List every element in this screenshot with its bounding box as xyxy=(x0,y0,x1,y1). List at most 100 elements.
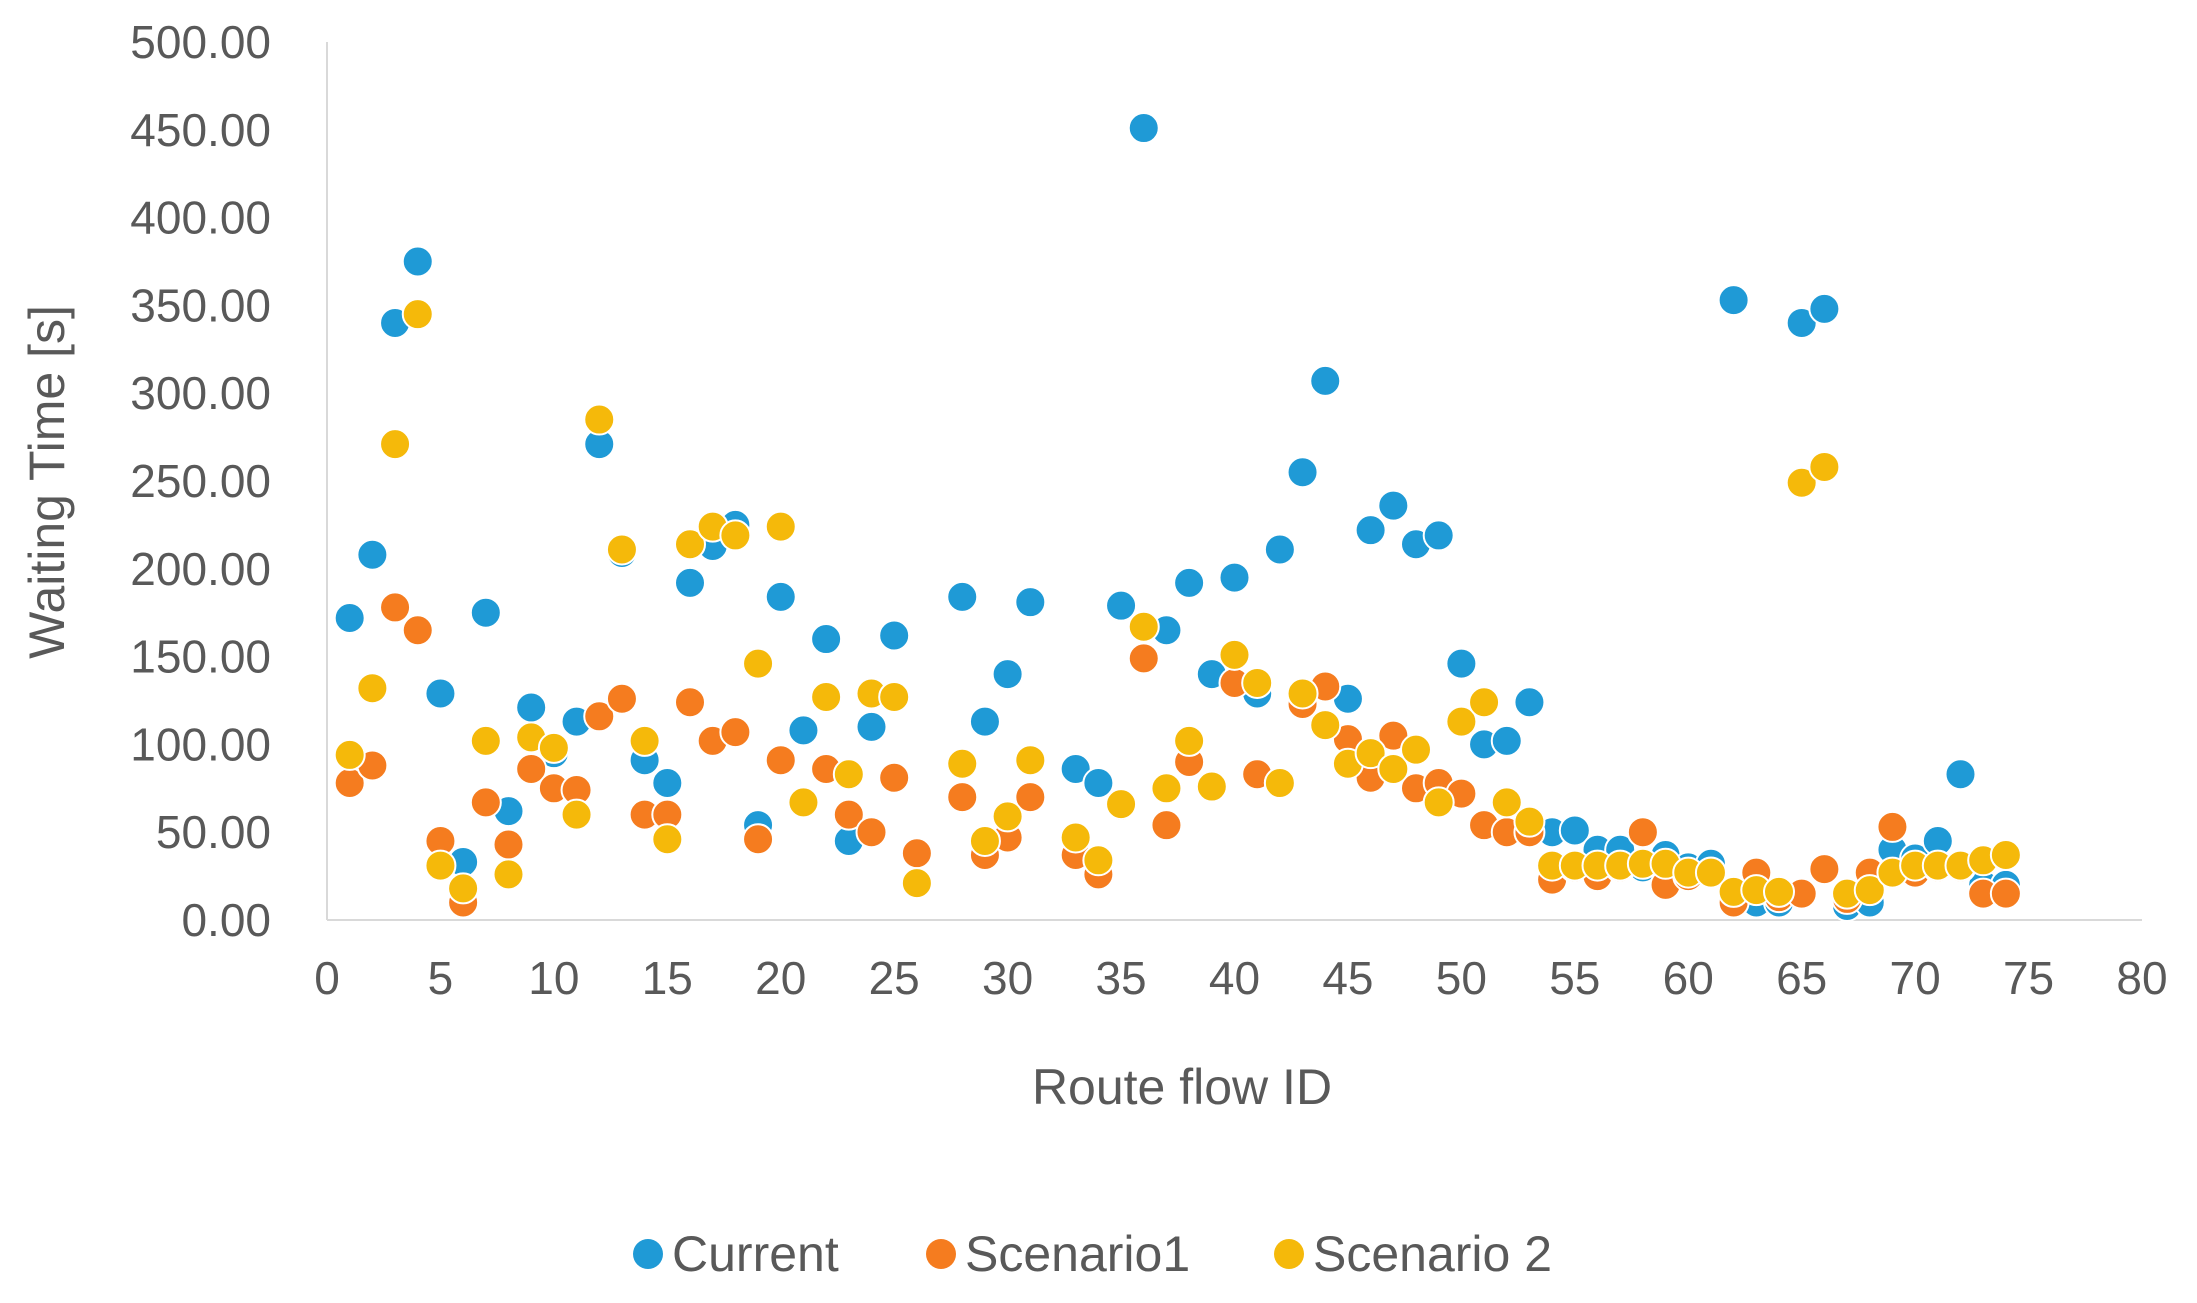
data-point xyxy=(1241,666,1274,699)
x-tick-label: 45 xyxy=(1322,952,1373,1004)
y-axis-title: Waiting Time [s] xyxy=(19,305,75,659)
data-point xyxy=(1422,786,1455,819)
data-point xyxy=(968,824,1001,857)
x-tick-label: 15 xyxy=(642,952,693,1004)
x-tick-label: 55 xyxy=(1549,952,1600,1004)
legend: Current Scenario1 Scenario 2 xyxy=(633,1226,1552,1282)
data-point xyxy=(583,700,616,733)
data-point xyxy=(583,403,616,436)
data-point xyxy=(1558,814,1591,847)
data-point xyxy=(1059,821,1092,854)
y-axis-ticks: 0.00 50.00 100.00 150.00 200.00 250.00 300.00 3… xyxy=(130,16,271,946)
legend-marker xyxy=(1274,1239,1304,1269)
data-point xyxy=(1400,733,1432,766)
data-point xyxy=(1195,770,1228,803)
data-point xyxy=(1127,112,1160,145)
data-point xyxy=(1082,767,1115,800)
data-point xyxy=(560,798,593,831)
data-point xyxy=(1468,686,1501,719)
data-point xyxy=(1785,306,1818,339)
data-point xyxy=(787,786,820,819)
data-point xyxy=(1286,456,1319,489)
data-point xyxy=(991,658,1024,691)
x-tick-label: 35 xyxy=(1095,952,1146,1004)
data-point xyxy=(1694,856,1727,889)
data-point xyxy=(492,828,525,861)
data-point xyxy=(1422,519,1455,552)
data-point xyxy=(787,714,820,747)
data-point xyxy=(1377,752,1410,785)
data-point xyxy=(1445,705,1478,738)
y-tick-label: 0.00 xyxy=(181,894,271,946)
data-point xyxy=(832,758,865,791)
data-point xyxy=(1513,805,1546,838)
data-point xyxy=(991,800,1024,833)
y-tick-label: 350.00 xyxy=(130,279,271,331)
data-point xyxy=(1014,744,1047,777)
data-point xyxy=(878,761,911,794)
x-axis-title: Route flow ID xyxy=(1032,1059,1332,1115)
data-point xyxy=(333,738,366,771)
y-tick-label: 300.00 xyxy=(130,367,271,419)
data-point xyxy=(356,538,389,571)
data-point xyxy=(537,731,570,764)
y-tick-label: 50.00 xyxy=(156,806,271,858)
x-tick-label: 10 xyxy=(528,952,579,1004)
data-point xyxy=(719,716,752,749)
data-point xyxy=(1150,809,1183,842)
data-point xyxy=(1989,839,2022,872)
data-point xyxy=(855,816,888,849)
y-tick-label: 200.00 xyxy=(130,543,271,595)
data-point xyxy=(1513,686,1546,719)
x-tick-label: 30 xyxy=(982,952,1033,1004)
data-point xyxy=(946,781,979,814)
legend-label: Current xyxy=(672,1226,839,1282)
data-point xyxy=(651,823,684,856)
x-tick-label: 0 xyxy=(314,952,340,1004)
data-point xyxy=(1717,284,1750,317)
data-point xyxy=(1490,724,1523,757)
data-point xyxy=(1309,709,1342,742)
data-point xyxy=(674,686,706,719)
data-point xyxy=(1808,853,1841,886)
data-point xyxy=(424,849,457,882)
data-point xyxy=(1626,816,1659,849)
data-point xyxy=(1445,647,1478,680)
x-tick-label: 20 xyxy=(755,952,806,1004)
y-tick-label: 100.00 xyxy=(130,718,271,770)
data-point xyxy=(1173,566,1206,599)
data-point xyxy=(1014,781,1047,814)
data-point xyxy=(401,298,434,331)
data-point xyxy=(832,798,865,831)
data-point xyxy=(379,428,412,461)
data-point xyxy=(469,724,502,757)
data-point xyxy=(742,647,775,680)
legend-item: Scenario1 xyxy=(926,1226,1190,1282)
data-points xyxy=(333,112,2022,922)
data-point xyxy=(492,858,525,891)
data-point xyxy=(1173,724,1206,757)
legend-marker xyxy=(926,1239,956,1269)
data-point xyxy=(379,591,412,624)
data-point xyxy=(900,867,933,900)
data-point xyxy=(878,680,911,713)
data-point xyxy=(469,596,502,629)
data-point xyxy=(469,786,502,819)
x-tick-label: 60 xyxy=(1663,952,1714,1004)
data-point xyxy=(1218,561,1251,594)
data-point xyxy=(1105,788,1138,821)
data-point xyxy=(1490,786,1523,819)
y-tick-label: 150.00 xyxy=(130,631,271,683)
data-point xyxy=(968,705,1001,738)
data-point xyxy=(1309,364,1342,397)
data-point xyxy=(1014,586,1047,619)
data-point xyxy=(1876,810,1909,843)
legend-label: Scenario 2 xyxy=(1313,1226,1552,1282)
x-tick-label: 75 xyxy=(2003,952,2054,1004)
y-tick-label: 400.00 xyxy=(130,192,271,244)
data-point xyxy=(401,245,434,278)
data-point xyxy=(1082,844,1115,877)
data-point xyxy=(855,710,888,743)
series-3 xyxy=(333,298,2022,910)
